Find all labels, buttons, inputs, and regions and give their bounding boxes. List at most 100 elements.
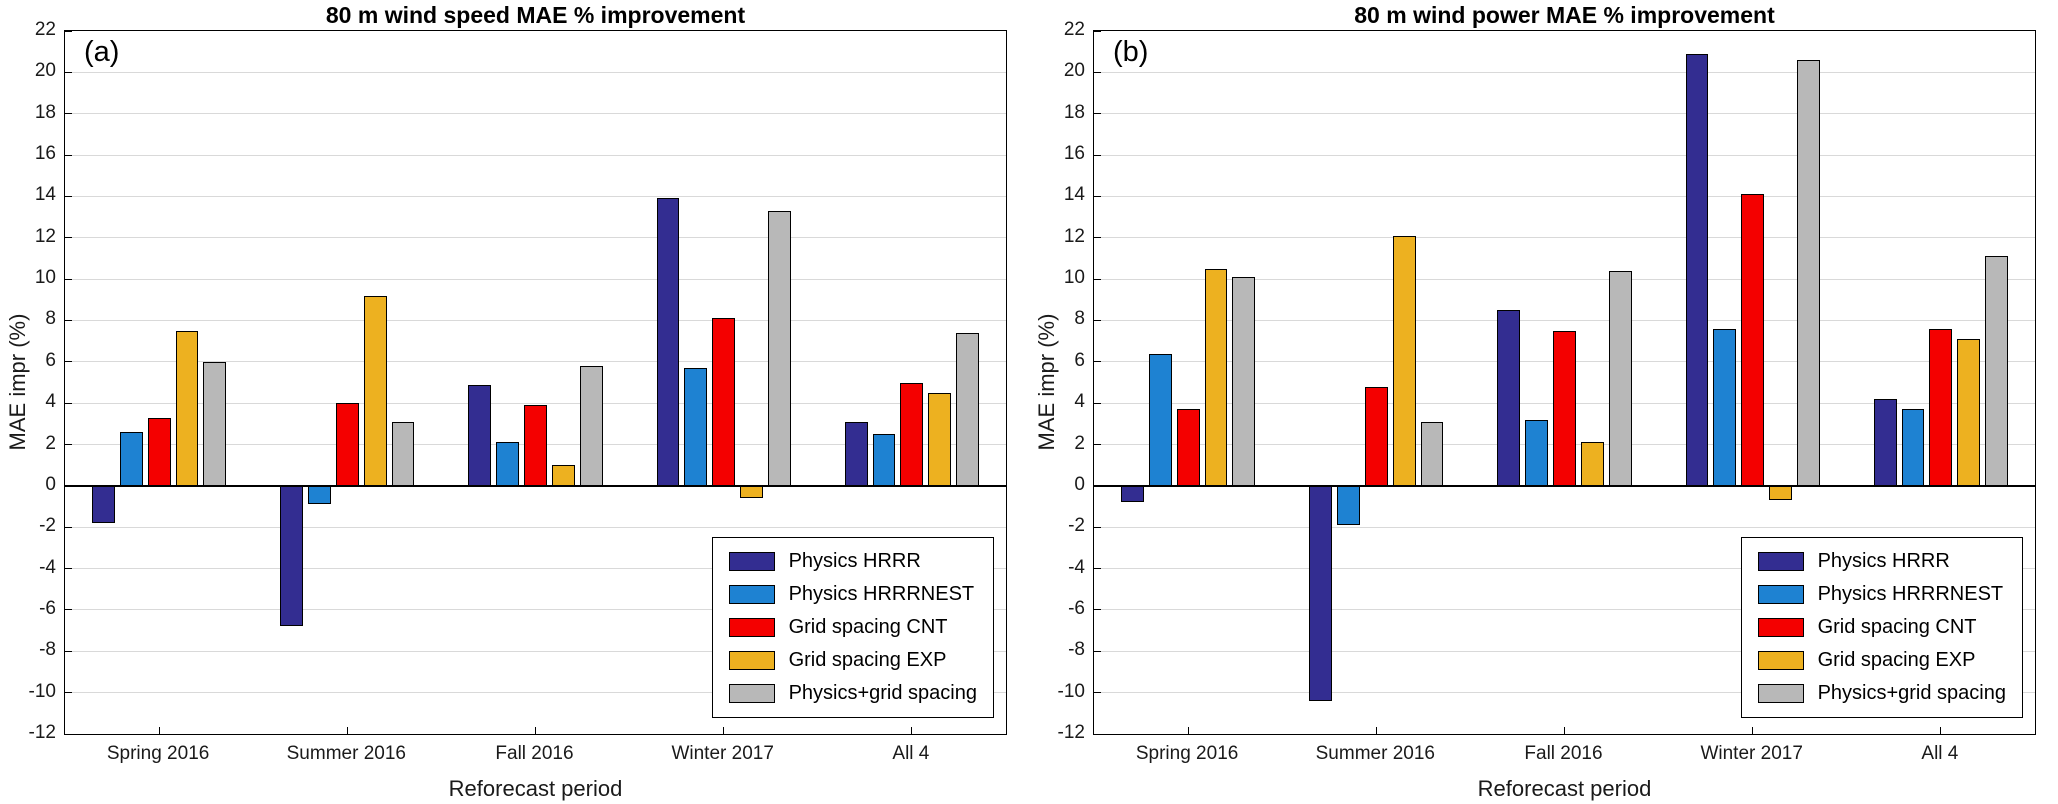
y-tick-mark [65,319,72,321]
y-tick-label: -6 [39,597,56,619]
gridline [1094,154,2035,156]
bar-grid-spacing-exp-summer-2016 [363,295,387,486]
y-tick-mark [1094,278,1101,280]
x-tick-label: Fall 2016 [495,743,574,764]
bar-grid-spacing-cnt-all-4 [900,382,924,486]
bar-physics-hrrr-summer-2016 [280,485,303,627]
y-tick-mark [65,692,72,694]
bar-physics-grid-spacing-fall-2016 [579,365,603,486]
y-tick-label: 18 [34,101,56,123]
y-tick-mark [65,444,72,446]
x-tick-label: Summer 2016 [1315,743,1435,764]
bar-physics-grid-spacing-summer-2016 [391,421,415,486]
bar-grid-spacing-exp-winter-2017 [1769,485,1792,501]
y-tick-label: 16 [34,143,56,165]
x-tick-label: Spring 2016 [106,743,210,764]
y-tick-mark [1094,444,1101,446]
bar-physics-hrrrnest-summer-2016 [308,485,331,505]
y-tick-mark [1094,609,1101,611]
gridline [65,319,1006,321]
bar-physics-grid-spacing-fall-2016 [1608,270,1632,486]
gridline [1094,113,2035,115]
y-tick-label: 22 [34,19,56,40]
y-tick-label: 8 [1074,308,1085,330]
bar-physics-grid-spacing-winter-2017 [1796,59,1820,486]
y-tick-label: 4 [1074,391,1085,413]
bar-grid-spacing-exp-fall-2016 [1580,442,1604,486]
bar-physics-hrrr-summer-2016 [1309,485,1332,701]
plot-area: Physics HRRR Physics HRRRNEST Grid spacing… [1093,30,2036,735]
legend-label-grid-spacing-cnt: Grid spacing CNT [1817,616,1977,638]
zero-line [1094,484,2035,487]
legend-row: Physics HRRR [728,550,977,573]
legend-label-physics-hrrr: Physics HRRR [788,550,921,572]
chart-title: 80 m wind speed MAE % improvement [325,2,746,28]
y-tick-mark [65,526,72,528]
gridline [65,113,1006,115]
legend-swatch-physics-grid-spacing [1757,684,1804,703]
legend-swatch-grid-spacing-exp [1757,651,1804,670]
panel-a: 80 m wind speed MAE % improvement (a) MA… [5,2,1007,801]
y-tick-label: 18 [1063,101,1085,123]
y-tick-label: 10 [1063,267,1085,289]
y-tick-mark [65,30,72,32]
bar-physics-grid-spacing-summer-2016 [1420,421,1444,486]
gridline [65,568,1006,570]
bar-physics-grid-spacing-spring-2016 [1232,277,1256,486]
legend-row: Physics HRRRNEST [1757,583,2006,606]
legend-label-physics-grid-spacing: Physics+grid spacing [788,682,977,704]
y-tick-mark [65,278,72,280]
y-tick-mark [65,609,72,611]
y-tick-mark [65,71,72,73]
x-tick-mark [1375,727,1377,734]
bar-grid-spacing-cnt-spring-2016 [1176,409,1200,486]
y-tick-label: 0 [1074,473,1085,495]
y-tick-label: -10 [1057,680,1085,702]
legend-swatch-physics-hrrrnest [728,585,775,604]
legend-label-physics-grid-spacing: Physics+grid spacing [1817,682,2006,704]
legend-swatch-grid-spacing-cnt [728,618,775,637]
y-tick-label: 20 [1063,60,1085,82]
gridline [65,278,1006,280]
bar-physics-hrrr-all-4 [844,421,868,486]
gridline [65,402,1006,404]
gridline [1094,609,2035,611]
bar-grid-spacing-cnt-all-4 [1929,328,1953,486]
y-axis-label: MAE impr (%) [1034,313,1059,451]
bar-physics-hrrr-fall-2016 [468,384,492,486]
legend-row: Physics+grid spacing [728,682,977,705]
bar-physics-hrrr-spring-2016 [91,485,115,524]
panel-letter: (b) [1113,36,1149,68]
panel-b: 80 m wind power MAE % improvement (b) MA… [1029,0,2058,804]
legend: Physics HRRR Physics HRRRNEST Grid spacing… [1740,537,2023,718]
legend-row: Physics HRRRNEST [728,583,977,606]
legend-swatch-physics-hrrr [1757,552,1804,571]
legend-swatch-physics-hrrr [728,552,775,571]
y-tick-mark [65,402,72,404]
x-tick-label: Winter 2017 [1700,743,1803,764]
bar-physics-hrrr-fall-2016 [1497,310,1521,486]
legend-row: Grid spacing EXP [1757,649,2006,672]
y-tick-label: 12 [1063,225,1085,247]
gridline [1094,71,2035,73]
y-tick-mark [1094,30,1101,32]
y-tick-label: -2 [39,515,56,537]
bar-physics-grid-spacing-winter-2017 [767,210,791,486]
x-tick-mark [723,727,725,734]
gridline [1094,526,2035,528]
y-tick-label: -8 [39,639,56,661]
x-tick-label: Summer 2016 [286,743,406,764]
bar-grid-spacing-cnt-summer-2016 [335,403,359,486]
legend-row: Physics+grid spacing [1757,682,2006,705]
y-tick-label: 6 [45,349,56,371]
legend-label-physics-hrrrnest: Physics HRRRNEST [1817,583,2004,605]
legend-label-physics-hrrr: Physics HRRR [1817,550,1950,572]
panel-letter: (a) [84,36,120,68]
y-tick-mark [1094,733,1101,735]
bar-physics-hrrrnest-summer-2016 [1337,485,1360,526]
y-tick-label: 2 [1074,432,1085,454]
bar-physics-hrrr-spring-2016 [1120,485,1144,503]
gridline [65,361,1006,363]
bar-physics-hrrrnest-all-4 [1901,409,1925,486]
y-tick-label: 8 [45,308,56,330]
